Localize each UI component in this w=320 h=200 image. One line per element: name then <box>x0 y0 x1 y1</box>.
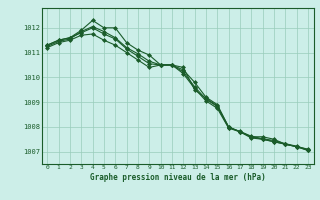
X-axis label: Graphe pression niveau de la mer (hPa): Graphe pression niveau de la mer (hPa) <box>90 173 266 182</box>
